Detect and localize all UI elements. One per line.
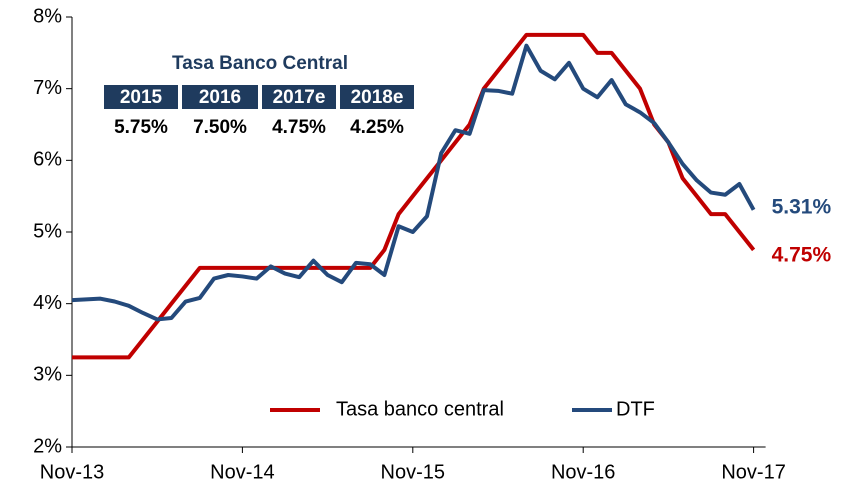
y-tick-label: 4% bbox=[33, 292, 62, 314]
inset-value: 4.75% bbox=[272, 117, 326, 138]
end-label: 5.31% bbox=[772, 195, 832, 218]
inset-header: 2016 bbox=[199, 87, 241, 108]
inset-header: 2017e bbox=[273, 87, 326, 108]
y-tick-label: 6% bbox=[33, 149, 62, 171]
y-tick-label: 3% bbox=[33, 364, 62, 386]
inset-header-cell bbox=[262, 85, 336, 109]
inset-header: 2018e bbox=[351, 87, 404, 108]
inset-header-cell bbox=[104, 85, 178, 109]
inset-header: 2015 bbox=[120, 87, 163, 108]
end-label: 4.75% bbox=[772, 243, 832, 266]
y-tick-label: 7% bbox=[33, 77, 62, 99]
inset-header-cell bbox=[340, 85, 414, 109]
series-line bbox=[72, 32, 756, 360]
legend-label: DTF bbox=[616, 398, 655, 420]
inset-header-cell bbox=[182, 85, 258, 109]
legend-label: Tasa banco central bbox=[336, 398, 504, 420]
y-tick-label: 5% bbox=[33, 220, 62, 242]
series-line bbox=[71, 43, 756, 322]
x-tick-label: Nov-14 bbox=[210, 461, 274, 483]
x-tick-label: Nov-13 bbox=[40, 461, 104, 483]
x-tick-label: Nov-16 bbox=[551, 461, 615, 483]
y-tick-label: 8% bbox=[33, 5, 62, 27]
x-tick-label: Nov-17 bbox=[721, 461, 785, 483]
inset-value: 7.50% bbox=[193, 117, 247, 138]
y-tick-label: 2% bbox=[33, 435, 62, 457]
inset-title: Tasa Banco Central bbox=[172, 53, 348, 74]
inset-value: 4.25% bbox=[350, 117, 404, 138]
x-tick-label: Nov-15 bbox=[381, 461, 445, 483]
inset-value: 5.75% bbox=[114, 117, 168, 138]
